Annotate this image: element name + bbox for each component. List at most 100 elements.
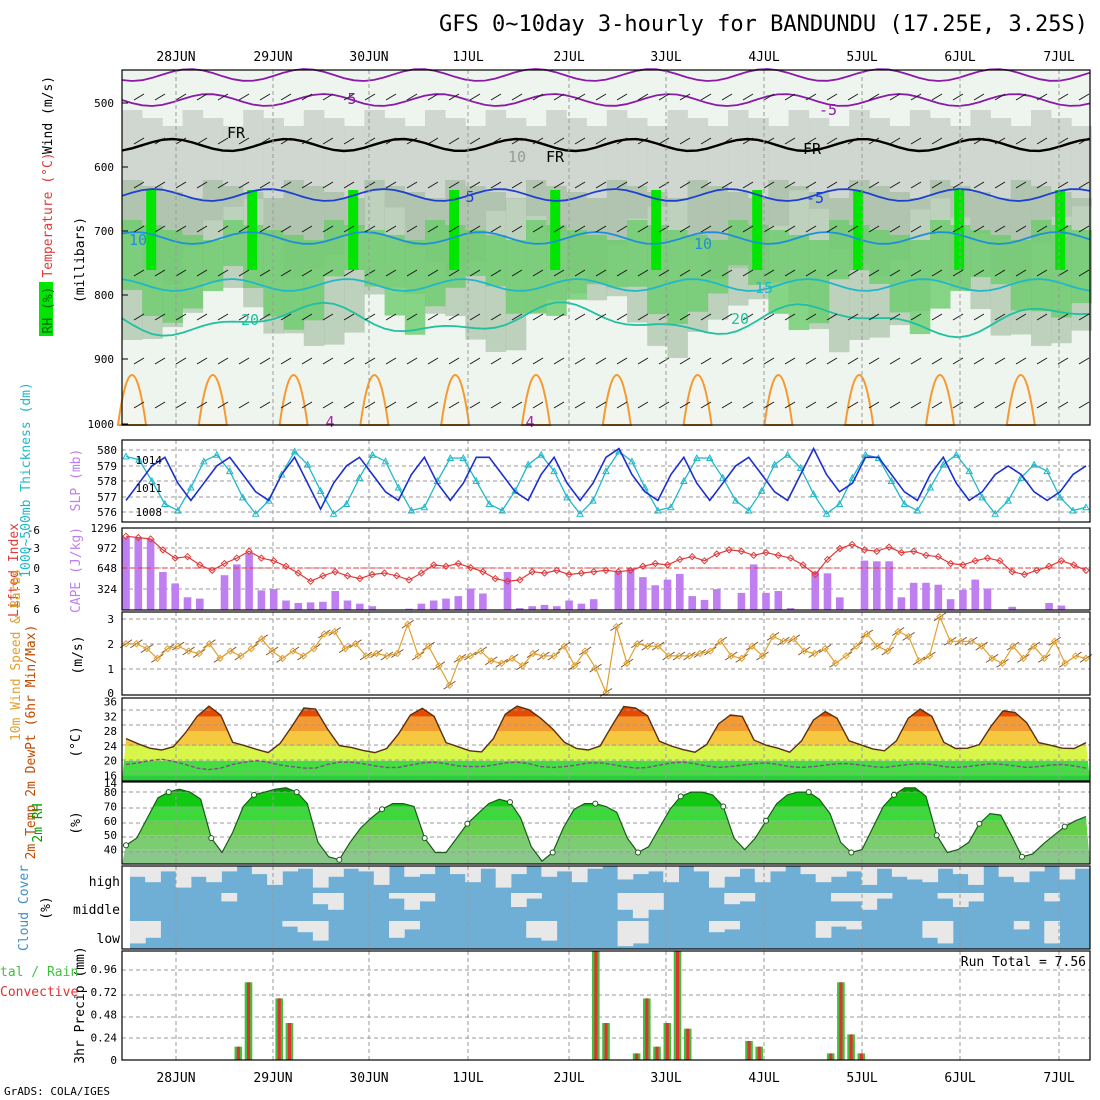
cape-bar: [836, 597, 844, 610]
cloud-gap: [617, 921, 634, 947]
wind-barb: [1036, 225, 1048, 233]
lifted-index-point: [799, 561, 807, 569]
contour-label: 4: [325, 413, 334, 431]
wind-barb: [406, 401, 418, 409]
wind-barb: [826, 181, 838, 189]
wind-barb: [280, 137, 292, 145]
precip-convective-bar: [645, 998, 649, 1060]
lifted-index-point: [713, 550, 721, 558]
cloud-gap: [160, 866, 177, 872]
thickness-point: [796, 463, 805, 471]
wind-barb: [343, 401, 355, 409]
wind-barb: [868, 181, 880, 189]
wind-speed-point: [1061, 659, 1069, 667]
thickness-point: [1056, 493, 1064, 501]
rh-shade: [1055, 190, 1066, 270]
wind-barb: [763, 357, 775, 365]
cape-bar: [860, 560, 869, 610]
wind-barb: [763, 401, 775, 409]
wind-speed-point: [717, 637, 725, 646]
wind-speed-point: [591, 664, 600, 672]
cloud-gap: [328, 866, 344, 877]
wind-barb: [553, 357, 565, 365]
cloud-layer-label: middle: [73, 903, 120, 918]
precip-label: 3hr Precip (mm): [73, 946, 88, 1063]
wind-barb: [868, 137, 880, 145]
thickness-point: [355, 473, 364, 481]
tick-label: 0: [110, 1054, 117, 1067]
wind-speed-point: [174, 642, 182, 650]
cloud-gap: [831, 866, 847, 877]
wind-barb: [910, 313, 922, 321]
panel-frame: [121, 781, 1091, 865]
wind-barb: [133, 137, 145, 145]
cloud-gap: [709, 866, 725, 888]
lifted-index-point: [479, 568, 487, 576]
wind-speed-point: [424, 642, 433, 650]
rh-shade: [485, 110, 507, 212]
wind-barb: [322, 313, 334, 321]
wind-barb: [343, 137, 355, 145]
wind-barb: [532, 401, 544, 409]
wind-barb: [1078, 181, 1090, 189]
cloud-gap: [541, 866, 558, 877]
cloud-gap: [221, 866, 238, 872]
wind-speed-point: [998, 659, 1007, 667]
wind-barb: [385, 357, 397, 365]
wind-barb: [952, 137, 964, 145]
wind-barb: [889, 137, 901, 145]
rh-point: [891, 791, 897, 798]
wind-speed-point: [299, 652, 308, 660]
cloud-gap: [937, 921, 954, 944]
wind-barb: [238, 269, 250, 277]
cloud-gap: [1013, 866, 1030, 883]
lifted-index-point: [614, 568, 623, 576]
rh-shade: [990, 235, 1012, 285]
lifted-index-point: [688, 552, 696, 561]
wind-barb: [679, 401, 691, 409]
isotherm-line: [121, 93, 1091, 107]
wind-barb: [532, 313, 544, 321]
lifted-index-point: [528, 568, 536, 576]
wind-barb: [385, 401, 397, 409]
wind-speed-point: [769, 632, 777, 641]
temp-band: [122, 745, 1090, 761]
wind-barb: [511, 357, 523, 365]
tick-label: 20: [104, 755, 117, 768]
rh-shade: [627, 220, 648, 287]
wind-speed-point: [915, 657, 923, 665]
lifted-index-point: [405, 576, 413, 584]
thickness-point: [498, 506, 507, 514]
date-label: 5JUL: [846, 50, 877, 65]
tick-label: 700: [94, 225, 114, 238]
cloud-gap: [922, 921, 939, 938]
wind-speed-point: [372, 649, 381, 658]
lifted-index-point: [516, 576, 524, 584]
wind-barb: [616, 401, 628, 409]
thickness-point: [939, 460, 948, 468]
wind-speed-point: [278, 654, 287, 663]
wind-speed-point: [894, 627, 902, 636]
wind-barb: [637, 357, 649, 365]
wind-barb: [343, 93, 355, 101]
warm-dome: [1005, 374, 1036, 426]
rh-point: [976, 820, 983, 827]
lifted-index-point: [540, 569, 549, 577]
wind-speed-point: [289, 647, 297, 655]
wind-barb: [763, 269, 775, 277]
cloud-cover-unit: (%): [39, 896, 54, 919]
cloud-gap: [130, 866, 146, 877]
wind-speed-point: [737, 654, 746, 663]
wind-barb: [406, 225, 418, 233]
wind-barb: [154, 137, 166, 145]
rh-shade: [954, 190, 965, 270]
rh-point: [635, 849, 641, 856]
precip-convective-bar: [604, 1023, 608, 1060]
lifted-index-point: [171, 554, 179, 562]
wind-barb: [175, 357, 187, 365]
cape-bar: [1057, 605, 1066, 610]
wind-barb: [910, 181, 922, 189]
cloud-gap: [1044, 893, 1060, 902]
wind-barb: [553, 181, 565, 189]
